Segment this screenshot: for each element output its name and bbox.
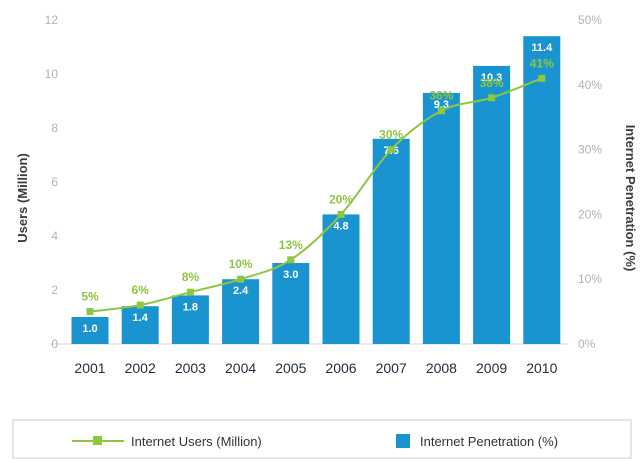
x-tick-label: 2001 — [74, 360, 105, 376]
line-point — [387, 146, 395, 154]
y-left-tick-label: 10 — [45, 67, 59, 81]
line-value-label: 5% — [81, 290, 99, 304]
bar-value-label: 1.8 — [183, 301, 198, 313]
bar-value-label: 11.4 — [531, 42, 553, 54]
legend: Internet Users (Million) Internet Penetr… — [12, 419, 632, 459]
bar-value-label: 4.8 — [333, 220, 348, 232]
line-value-label: 36% — [429, 89, 453, 103]
legend-line-label: Internet Users (Million) — [131, 434, 262, 449]
y-left-axis-title: Users (Million) — [15, 153, 30, 243]
y-left-tick-label: 4 — [51, 229, 58, 243]
bar-value-label: 1.0 — [82, 323, 97, 335]
x-tick-label: 2004 — [225, 360, 256, 376]
y-right-tick-label: 20% — [578, 207, 602, 221]
bar — [71, 317, 109, 344]
bar — [322, 214, 360, 344]
line-point — [437, 107, 445, 115]
legend-line-marker — [93, 436, 102, 445]
bar-value-label: 3.0 — [283, 269, 298, 281]
bar — [272, 263, 310, 344]
line-point — [488, 94, 496, 102]
bar-series: 1.01.41.82.43.04.87.69.310.311.4 — [71, 36, 561, 345]
bar-value-label: 1.4 — [133, 312, 149, 324]
x-tick-label: 2009 — [476, 360, 507, 376]
y-right-tick-label: 0% — [578, 337, 596, 351]
bar — [422, 92, 460, 345]
y-right-tick-label: 10% — [578, 272, 602, 286]
line-point — [538, 74, 546, 82]
x-tick-label: 2010 — [526, 360, 557, 376]
x-tick-label: 2005 — [275, 360, 306, 376]
line-point — [136, 301, 144, 309]
bar-value-label: 2.4 — [233, 285, 249, 297]
line-value-label: 10% — [229, 257, 253, 271]
y-left-tick-label: 2 — [51, 283, 58, 297]
line-point — [337, 210, 345, 218]
line-point — [86, 308, 94, 316]
bar — [171, 295, 209, 344]
x-tick-label: 2003 — [175, 360, 206, 376]
line-value-label: 38% — [480, 76, 504, 90]
legend-bar-swatch — [396, 434, 410, 448]
line-value-label: 13% — [279, 238, 303, 252]
line-value-label: 20% — [329, 192, 353, 206]
x-tick-label: 2008 — [426, 360, 457, 376]
y-right-tick-label: 50% — [578, 13, 602, 27]
bar — [222, 279, 260, 344]
bar — [121, 306, 159, 344]
y-right-axis-title: Internet Penetration (%) — [623, 125, 638, 272]
y-right-tick-label: 30% — [578, 143, 602, 157]
line-series: 5% 6% 8% 10% 13% 20% 30% 36% 38% 41% — [81, 56, 554, 316]
bar — [523, 36, 561, 344]
y-left-tick-label: 8 — [51, 121, 58, 135]
line-value-label: 41% — [530, 56, 554, 70]
bar-value-label: 10.3 — [481, 72, 502, 84]
line-value-label: 8% — [182, 270, 200, 284]
line-value-label: 30% — [379, 128, 403, 142]
legend-box — [12, 419, 632, 459]
x-tick-label: 2002 — [125, 360, 156, 376]
y-left-tick-label: 6 — [51, 175, 58, 189]
y-left-tick-label: 0 — [51, 337, 58, 351]
y-left-ticks: 0 2 4 6 8 10 12 — [45, 13, 59, 351]
legend-bar-label: Internet Penetration (%) — [420, 434, 558, 449]
line-point — [237, 275, 245, 283]
y-right-ticks: 0% 10% 20% 30% 40% 50% — [578, 13, 602, 351]
line-point — [186, 288, 194, 296]
line-value-label: 6% — [132, 283, 150, 297]
x-tick-label: 2006 — [325, 360, 356, 376]
bar — [372, 138, 410, 344]
y-right-tick-label: 40% — [578, 78, 602, 92]
x-tick-label: 2007 — [376, 360, 407, 376]
x-axis-ticks: 2001 2002 2003 2004 2005 2006 2007 2008 2009 2010 — [74, 360, 557, 376]
line-path — [89, 77, 543, 313]
line-point — [287, 256, 295, 264]
bar — [473, 65, 511, 345]
y-left-tick-label: 12 — [45, 13, 59, 27]
